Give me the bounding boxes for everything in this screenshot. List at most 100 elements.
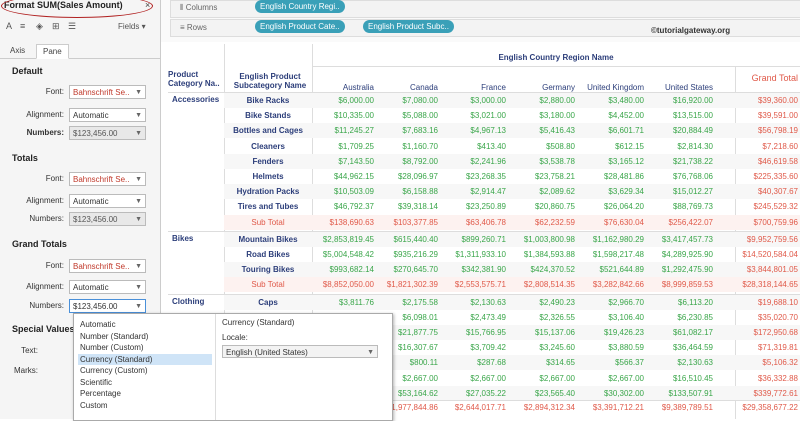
format-option-automatic[interactable]: Automatic <box>80 320 116 329</box>
country-header-1: Canada <box>409 83 438 92</box>
font-icon[interactable]: A <box>6 21 13 31</box>
section-default: Default <box>12 66 43 76</box>
default-font-select[interactable]: Bahnschrift Se.. ▼ <box>69 85 146 99</box>
value-cell: $27,035.22 <box>465 388 506 398</box>
grand-total-cell: $3,844,801.05 <box>746 265 798 275</box>
value-cell: $3,417,457.73 <box>661 234 713 244</box>
value-cell: $6,113.20 <box>678 297 713 307</box>
grand-alignment-select[interactable]: Automatic ▼ <box>69 280 146 294</box>
lines-icon[interactable]: ☰ <box>68 21 77 31</box>
row-pill-category[interactable]: English Product Cate.. <box>255 20 345 33</box>
subtotal-cell: $63,406.78 <box>465 217 506 227</box>
value-cell: $15,766.95 <box>465 328 506 337</box>
value-cell: $7,683.16 <box>402 126 438 136</box>
tab-axis[interactable]: Axis <box>10 46 26 55</box>
value-cell: $53,164.62 <box>397 388 438 398</box>
format-option-number-standard[interactable]: Number (Standard) <box>80 331 149 341</box>
grand-total-cell: $19,688.10 <box>757 297 798 307</box>
subcategory-label: Mountain Bikes <box>238 234 298 244</box>
subtotal-stripe <box>224 214 800 230</box>
grand-total-cell: $36,332.88 <box>757 373 798 383</box>
value-cell: $46,792.37 <box>333 202 374 212</box>
country-header-4: United Kingdom <box>587 83 644 92</box>
group-divider <box>168 230 800 232</box>
default-numbers-value: $123,456.00 <box>73 129 118 138</box>
value-cell: $3,880.59 <box>608 343 644 353</box>
format-option-currency-custom[interactable]: Currency (Custom) <box>80 366 148 375</box>
subtotal-cell: $62,232.59 <box>534 217 575 227</box>
row-stripe <box>224 231 800 247</box>
totals-alignment-select[interactable]: Automatic ▼ <box>69 194 146 208</box>
value-cell: $23,268.35 <box>465 172 506 181</box>
row-pill-subcategory[interactable]: English Product Subc.. <box>363 20 454 33</box>
grand-total-cell: $14,520,584.04 <box>742 250 798 259</box>
tab-pane[interactable]: Pane <box>36 44 69 59</box>
value-cell: $1,709.25 <box>338 141 374 151</box>
fields-dropdown[interactable]: Fields ▾ <box>118 22 146 31</box>
default-numbers-select[interactable]: $123,456.00 ▼ <box>69 126 146 140</box>
subcategory-label: Hydration Packs <box>236 187 300 197</box>
format-option-currency-standard[interactable]: Currency (Standard) <box>78 353 212 365</box>
value-cell: $1,162,980.29 <box>592 234 644 244</box>
grand-total-header: Grand Total <box>751 73 798 83</box>
section-grand-totals: Grand Totals <box>12 239 67 249</box>
region-header: English Country Region Name <box>498 53 614 62</box>
format-option-number-custom[interactable]: Number (Custom) <box>80 343 144 352</box>
row-stripe <box>224 262 800 278</box>
value-cell: $21,877.75 <box>397 328 438 337</box>
value-cell: $26,064.20 <box>603 202 644 212</box>
subtotal-cell: $8,999,859.53 <box>661 280 713 290</box>
value-cell: $1,003,800.98 <box>523 234 575 244</box>
align-icon[interactable]: ≡ <box>20 21 26 31</box>
grand-row-divider <box>168 400 800 401</box>
subtotal-cell: $256,422.07 <box>668 217 714 227</box>
value-cell: $133,507.91 <box>668 388 714 398</box>
value-cell: $10,503.09 <box>333 187 374 197</box>
value-cell: $1,160.70 <box>402 141 438 151</box>
value-cell: $2,853,819.45 <box>322 234 374 244</box>
format-option-custom[interactable]: Custom <box>80 400 108 410</box>
subcategory-label: Road Bikes <box>246 250 290 259</box>
value-cell: $1,292,475.90 <box>661 265 713 275</box>
grand-numbers-select[interactable]: $123,456.00 ▼ <box>69 299 146 313</box>
value-cell: $993,682.14 <box>329 265 375 275</box>
totals-font-select[interactable]: Bahnschrift Se.. ▼ <box>69 172 146 186</box>
header-divider <box>168 92 800 93</box>
value-cell: $5,088.00 <box>402 111 438 121</box>
default-alignment-select[interactable]: Automatic ▼ <box>69 108 146 122</box>
grand-font-value: Bahnschrift Se.. <box>73 262 130 271</box>
value-cell: $39,318.14 <box>397 202 438 212</box>
grand-total-cell: $71,319.81 <box>757 343 798 353</box>
grand-font-select[interactable]: Bahnschrift Se.. ▼ <box>69 259 146 273</box>
row-stripe <box>224 294 800 310</box>
value-cell: $314.65 <box>546 358 575 368</box>
format-option-scientific[interactable]: Scientific <box>80 377 113 387</box>
value-cell: $6,601.71 <box>608 126 644 136</box>
value-cell: $2,667.00 <box>539 373 575 383</box>
grand-total-cell: $245,529.32 <box>753 202 799 212</box>
value-cell: $16,920.00 <box>672 96 713 105</box>
value-cell: $21,738.22 <box>672 156 713 166</box>
row-stripe <box>224 153 800 169</box>
value-cell: $3,629.34 <box>608 187 644 197</box>
totals-font-value: Bahnschrift Se.. <box>73 175 130 184</box>
value-cell: $36,464.59 <box>672 343 713 353</box>
totals-alignment-label: Alignment: <box>26 196 64 205</box>
column-pill-country[interactable]: English Country Regi.. <box>255 0 345 13</box>
grand-total-cell: $5,106.32 <box>762 358 798 368</box>
locale-value: English (United States) <box>226 348 308 357</box>
borders-icon[interactable]: ⊞ <box>52 21 60 31</box>
shading-icon[interactable]: ◈ <box>36 21 43 31</box>
columns-label-text: Columns <box>185 3 218 12</box>
value-cell: $2,914.47 <box>470 187 506 197</box>
value-cell: $1,598,217.48 <box>592 250 644 259</box>
subtotal-cell: $8,852,050.00 <box>322 280 374 290</box>
value-cell: $28,481.86 <box>603 172 644 181</box>
format-option-percentage[interactable]: Percentage <box>80 389 121 398</box>
totals-alignment-value: Automatic <box>73 197 109 206</box>
value-cell: $2,667.00 <box>402 373 438 383</box>
close-icon[interactable]: × <box>145 0 151 10</box>
value-cell: $2,667.00 <box>608 373 644 383</box>
totals-numbers-select[interactable]: $123,456.00 ▼ <box>69 212 146 226</box>
locale-select[interactable]: English (United States) ▼ <box>222 345 378 358</box>
